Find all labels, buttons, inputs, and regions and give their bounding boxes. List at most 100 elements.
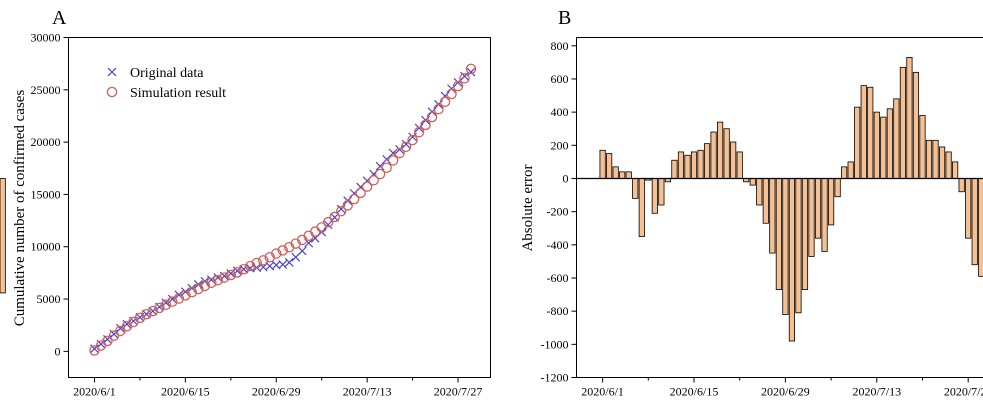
data-point [355,187,366,199]
bar [801,178,809,290]
bar [619,171,626,179]
bar [658,178,665,206]
data-point [329,211,340,223]
bar [697,149,704,179]
bar [0,178,6,294]
data-point [141,309,151,319]
bar [867,86,874,179]
data-point [316,222,327,233]
y-tick-label: -800 [547,304,569,318]
data-point [102,335,113,347]
bar [710,131,717,179]
x-tick-label: 2020/7/27 [944,385,983,399]
data-point [413,126,425,138]
data-point [258,255,269,266]
data-point [395,145,405,154]
data-point [335,205,347,217]
x-tick-label: 2020/6/29 [761,385,810,399]
data-point [309,226,321,237]
data-point [180,290,191,301]
cross-stroke [297,246,307,256]
panel-a-frame [68,37,491,378]
bar [756,178,763,206]
x-tick-label: 2020/6/1 [73,385,116,399]
y-tick-label: 25000 [31,83,61,97]
x-tick-label: 2020/6/15 [670,385,719,399]
data-point [381,162,392,173]
bar [717,121,724,179]
bar [625,171,632,179]
x-tick-label: 2020/7/13 [343,385,392,399]
bar [932,139,939,179]
bar [880,116,887,179]
data-point [348,193,360,205]
bar [841,166,848,179]
data-point [245,260,256,272]
y-tick-label: 30000 [31,31,61,45]
data-point [400,141,412,153]
panel-b-label: B [558,7,571,29]
data-point [251,257,263,269]
data-point [446,88,457,100]
bar [612,166,619,179]
bar [684,154,691,179]
bar [762,178,769,224]
y-tick-label: 5000 [37,292,61,306]
bar [893,98,900,179]
legend-original-data-marker [107,67,117,77]
panel-a-y-axis-label: Cumulative number of confirmed cases [12,90,28,327]
data-point [238,263,250,275]
panel-b-frame [576,37,983,378]
data-point [116,323,125,333]
x-tick-label: 2020/6/15 [161,385,210,399]
y-tick-label: 0 [55,344,61,358]
data-point [368,175,379,186]
cross-stroke [323,220,333,230]
panel-b-y-ticks: -1200 -1000 -800 -600 -400 -200 0 200 400 600 800 [541,39,577,385]
panel-a-y-ticks: 0 5000 10000 15000 20000 25000 30000 [31,31,69,358]
bar [782,178,789,315]
data-point [212,274,224,286]
bar [886,108,893,179]
data-point [407,134,418,146]
data-point [219,272,230,283]
data-point [121,320,133,332]
cross-stroke [271,260,281,270]
data-point [206,277,217,289]
data-point [452,80,464,92]
panel-a-confirmed-cases-chart: A Cumulative number of confirmed cases 0… [12,7,491,399]
bar [703,143,711,179]
legend-simulation-result-label: Simulation result [130,86,226,101]
data-point [361,181,373,192]
data-point [141,308,152,320]
bar [938,146,946,179]
y-tick-label: 200 [551,138,569,152]
legend-circle [106,86,118,98]
data-point [433,103,444,115]
bar [958,178,965,193]
data-point [173,293,185,304]
data-point [401,139,411,149]
panel-b-absolute-error-chart: B Absolute error -1200-1000-800-600-400-… [0,7,983,399]
bar [788,178,796,342]
data-point [160,299,172,311]
bar [690,151,698,179]
bar [899,66,906,179]
data-point [374,168,386,180]
data-point [122,319,132,329]
data-point [323,220,333,230]
data-point [271,248,282,259]
bar [638,178,645,237]
bar [834,178,841,198]
bar [677,151,685,179]
cross-stroke [395,145,405,154]
cross-stroke [122,319,132,329]
cross-stroke [466,67,476,77]
data-point [394,147,405,159]
data-point [199,280,211,292]
data-point [466,67,476,77]
bar [599,149,606,179]
bar [671,159,678,179]
data-point [297,246,307,256]
